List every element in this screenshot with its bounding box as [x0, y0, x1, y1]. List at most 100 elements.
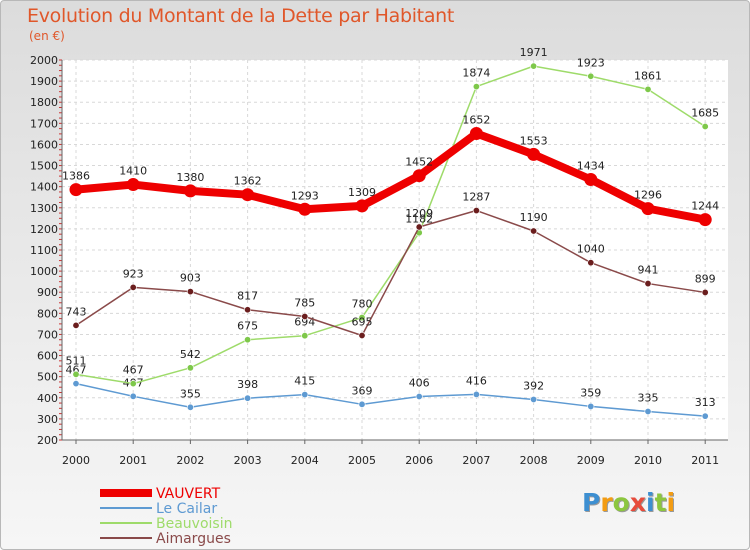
data-label-le-cailar: 355: [180, 387, 201, 400]
logo-letter: t: [654, 488, 667, 517]
y-tick-label: 1500: [30, 160, 58, 173]
data-label-le-cailar: 467: [66, 364, 87, 377]
x-tick-label: 2002: [176, 454, 204, 467]
data-point-le-cailar: [472, 390, 480, 398]
proxiti-logo: Proxiti: [582, 488, 675, 517]
x-tick-label: 2010: [634, 454, 662, 467]
data-point-le-cailar: [186, 403, 194, 411]
data-point-beauvoisin: [587, 72, 595, 80]
data-label-vauvert: 1380: [176, 171, 204, 184]
y-tick-label: 1000: [30, 265, 58, 278]
data-point-beauvoisin: [701, 123, 709, 131]
y-tick-label: 400: [37, 392, 58, 405]
y-tick-label: 1100: [30, 244, 58, 257]
data-point-le-cailar: [644, 407, 652, 415]
logo-letter: o: [612, 488, 630, 517]
data-point-beauvoisin: [644, 85, 652, 93]
data-point-le-cailar: [587, 402, 595, 410]
data-label-beauvoisin: 1923: [577, 56, 605, 69]
data-label-le-cailar: 335: [638, 392, 659, 405]
x-tick-label: 2007: [462, 454, 490, 467]
y-tick-label: 900: [37, 286, 58, 299]
x-tick-label: 2008: [520, 454, 548, 467]
y-tick-label: 700: [37, 328, 58, 341]
legend-label-vauvert: VAUVERT: [156, 486, 221, 502]
data-label-le-cailar: 415: [294, 375, 315, 388]
data-label-le-cailar: 392: [523, 379, 544, 392]
data-point-beauvoisin: [244, 336, 252, 344]
data-label-aimargues: 1209: [405, 207, 433, 220]
data-label-le-cailar: 359: [580, 386, 601, 399]
y-tick-label: 1300: [30, 202, 58, 215]
data-point-vauvert: [298, 202, 312, 216]
y-tick-label: 600: [37, 350, 58, 363]
x-tick-label: 2001: [119, 454, 147, 467]
data-label-vauvert: 1553: [520, 134, 548, 147]
data-label-beauvoisin: 1971: [520, 46, 548, 59]
data-label-beauvoisin: 780: [352, 298, 373, 311]
series-line-vauvert: [75, 129, 706, 224]
data-point-beauvoisin: [358, 314, 366, 322]
y-tick-label: 1200: [30, 223, 58, 236]
data-point-beauvoisin: [129, 380, 137, 388]
y-tick-label: 300: [37, 413, 58, 426]
data-point-vauvert: [469, 126, 483, 140]
x-tick-label: 2006: [405, 454, 433, 467]
data-label-aimargues: 903: [180, 272, 201, 285]
data-label-aimargues: 743: [66, 305, 87, 318]
data-point-le-cailar: [358, 400, 366, 408]
y-tick-label: 1800: [30, 96, 58, 109]
data-label-aimargues: 923: [123, 267, 144, 280]
data-label-beauvoisin: 467: [123, 364, 144, 377]
data-point-aimargues: [358, 331, 366, 339]
data-point-beauvoisin: [472, 83, 480, 91]
data-point-le-cailar: [530, 395, 538, 403]
data-label-vauvert: 1293: [291, 189, 319, 202]
x-tick-label: 2009: [577, 454, 605, 467]
data-point-vauvert: [69, 183, 83, 197]
data-label-vauvert: 1386: [62, 170, 90, 183]
data-label-beauvoisin: 511: [66, 354, 87, 367]
data-point-aimargues: [701, 288, 709, 296]
data-point-aimargues: [129, 283, 137, 291]
data-label-beauvoisin: 1685: [691, 107, 719, 120]
data-point-aimargues: [244, 306, 252, 314]
data-label-beauvoisin: 1874: [462, 67, 490, 80]
data-point-aimargues: [587, 259, 595, 267]
y-tick-label: 1400: [30, 181, 58, 194]
data-point-beauvoisin: [530, 62, 538, 70]
data-point-le-cailar: [244, 394, 252, 402]
y-tick-label: 500: [37, 371, 58, 384]
data-label-le-cailar: 313: [695, 396, 716, 409]
logo-letter: r: [600, 488, 613, 517]
data-label-beauvoisin: 1861: [634, 69, 662, 82]
data-point-le-cailar: [701, 412, 709, 420]
y-unit-label: (en €): [29, 29, 65, 43]
y-tick-label: 1700: [30, 117, 58, 130]
data-point-le-cailar: [415, 393, 423, 401]
y-tick-label: 800: [37, 307, 58, 320]
data-label-aimargues: 785: [294, 297, 315, 310]
data-point-aimargues: [530, 227, 538, 235]
data-label-vauvert: 1296: [634, 189, 662, 202]
data-point-beauvoisin: [301, 332, 309, 340]
data-label-aimargues: 1190: [520, 211, 548, 224]
y-tick-label: 2000: [30, 54, 58, 67]
x-tick-label: 2003: [234, 454, 262, 467]
data-label-vauvert: 1244: [691, 200, 719, 213]
data-label-vauvert: 1309: [348, 186, 376, 199]
data-label-aimargues: 1287: [462, 191, 490, 204]
data-point-vauvert: [241, 188, 255, 202]
legend-label-le-cailar: Le Cailar: [156, 501, 217, 517]
x-tick-label: 2011: [691, 454, 719, 467]
data-label-aimargues: 1040: [577, 243, 605, 256]
data-point-vauvert: [584, 172, 598, 186]
data-label-le-cailar: 406: [409, 377, 430, 390]
x-tick-label: 2004: [291, 454, 319, 467]
series-line-le-cailar: [75, 382, 706, 417]
data-point-beauvoisin: [72, 370, 80, 378]
data-label-aimargues: 899: [695, 272, 716, 285]
data-label-le-cailar: 398: [237, 378, 258, 391]
legend-label-aimargues: Aimargues: [156, 531, 231, 547]
data-label-vauvert: 1652: [462, 113, 490, 126]
